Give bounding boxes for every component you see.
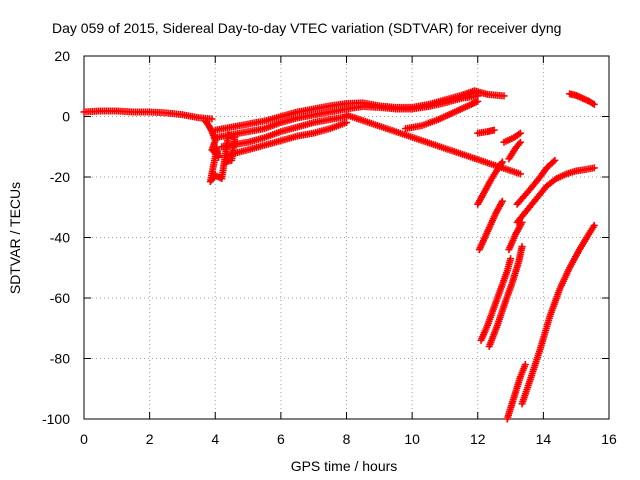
series-drop-13h-b [513,156,559,208]
tick-layer: 0 2 4 6 8 10 12 14 16 -100 -80 -60 -40 -20 0 20 [42,48,617,447]
data-point [208,115,216,123]
y-tick-label: -20 [50,169,70,185]
data-point [490,126,498,134]
x-tick-label: 8 [343,431,351,447]
series-short-13h-b [505,138,524,163]
y-tick-label: -100 [42,411,70,427]
x-axis-title: GPS time / hours [291,458,398,474]
x-tick-label: 16 [601,431,617,447]
series-short-13h [500,129,524,146]
y-axis-title: SDTVAR / TECUs [7,182,23,294]
series-short-12h [474,126,498,137]
series-scatter-4h [201,117,239,186]
x-tick-label: 2 [146,431,154,447]
data-point [516,129,524,137]
data-point [518,243,526,251]
data-point [551,156,559,164]
x-tick-label: 6 [277,431,285,447]
y-tick-label: 20 [54,48,70,64]
data-point [500,92,508,100]
series-drop-13h-d [503,361,529,423]
data-point [221,158,229,166]
data-point [474,97,482,105]
y-tick-label: 0 [62,109,70,125]
data-point [498,197,506,205]
chart-title: Day 059 of 2015, Sidereal Day-to-day VTE… [52,20,561,36]
data-point [343,119,350,127]
data-point [590,164,598,172]
data-layer [80,87,598,423]
series-drop-12h-b [475,197,506,254]
data-point [507,255,515,263]
data-point [590,221,598,229]
data-point [516,138,524,146]
series-drop-12h-c [477,255,515,344]
series-drop-12h-d [485,243,526,350]
x-tick-label: 14 [536,431,552,447]
x-tick-label: 0 [80,431,88,447]
data-point [343,111,350,119]
series-late-15h [566,90,598,108]
series-drop-13h-e [518,221,598,408]
data-point [549,158,557,166]
data-point [515,140,523,148]
x-tick-label: 12 [470,431,486,447]
x-tick-label: 10 [404,431,420,447]
y-tick-label: -80 [50,351,70,367]
data-point [521,361,529,369]
data-point [590,100,598,108]
series-track-e [402,97,482,133]
series-baseline [80,107,216,123]
data-point [207,126,215,134]
series-drop-13h-c [513,164,598,226]
x-tick-label: 4 [211,431,219,447]
series-isolated [343,111,524,178]
y-tick-label: -60 [50,290,70,306]
series-track-d [221,119,350,160]
y-tick-label: -40 [50,230,70,246]
